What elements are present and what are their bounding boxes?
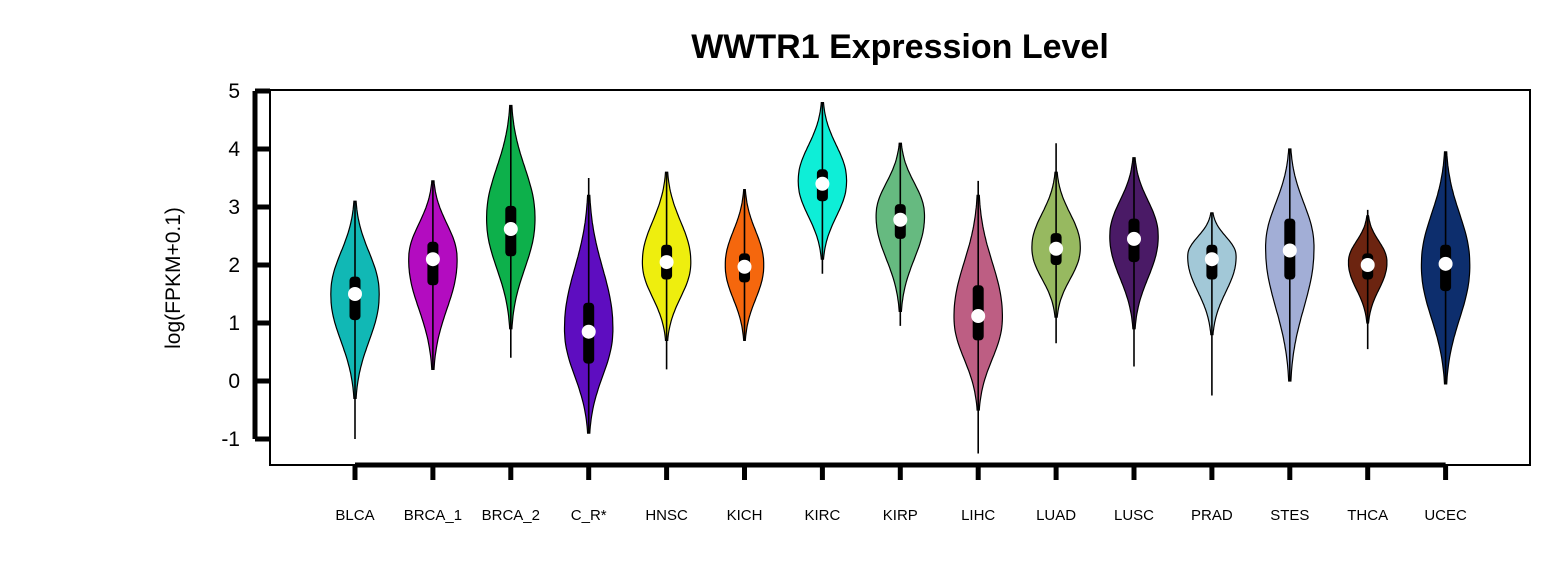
median-point: [815, 176, 830, 191]
x-tick-label: C_R*: [571, 507, 607, 524]
violins: [330, 102, 1471, 454]
chart-title: WWTR1 Expression Level: [691, 28, 1109, 66]
median-point: [1127, 231, 1141, 246]
x-axis: BLCA BRCA_1 BRCA_2 C_R* HNSC KICH KIRC KIRP LIHC…: [335, 462, 1467, 524]
median-point: [893, 212, 908, 227]
x-tick-label: BRCA_2: [482, 507, 540, 524]
median-point: [1049, 241, 1064, 256]
x-tick-label: KIRP: [883, 507, 918, 524]
y-tick-label: 4: [228, 138, 240, 161]
x-tick-label: LUAD: [1036, 507, 1076, 524]
median-point: [971, 309, 986, 324]
median-point: [1438, 256, 1453, 271]
y-axis-label: log(FPKM+0.1): [162, 207, 185, 349]
y-axis: -1 0 1 2 3 4 5: [221, 80, 270, 451]
y-tick-label: -1: [221, 428, 240, 451]
x-tick-label: LUSC: [1114, 507, 1154, 524]
x-tick-label: BRCA_1: [404, 507, 462, 524]
y-tick-label: 2: [228, 254, 240, 277]
median-point: [1282, 243, 1297, 258]
y-tick-label: 1: [228, 312, 240, 335]
x-tick-label: KICH: [727, 507, 763, 524]
x-tick-label: KIRC: [804, 507, 840, 524]
x-tick-label: LIHC: [961, 507, 995, 524]
x-tick-label: HNSC: [645, 507, 688, 524]
y-tick-label: 3: [228, 196, 240, 219]
median-point: [659, 255, 674, 270]
x-tick-label: UCEC: [1424, 507, 1467, 524]
x-tick-label: THCA: [1347, 507, 1388, 524]
median-point: [348, 287, 362, 301]
x-tick-label: STES: [1270, 507, 1309, 524]
y-tick-label: 0: [228, 370, 240, 393]
median-point: [1360, 258, 1375, 272]
median-point: [503, 222, 518, 237]
y-tick-label: 5: [228, 80, 240, 103]
median-point: [737, 259, 752, 274]
median-point: [425, 252, 440, 267]
median-point: [581, 324, 596, 339]
x-tick-label: PRAD: [1191, 507, 1233, 524]
median-point: [1204, 252, 1219, 267]
x-tick-label: BLCA: [335, 507, 374, 524]
